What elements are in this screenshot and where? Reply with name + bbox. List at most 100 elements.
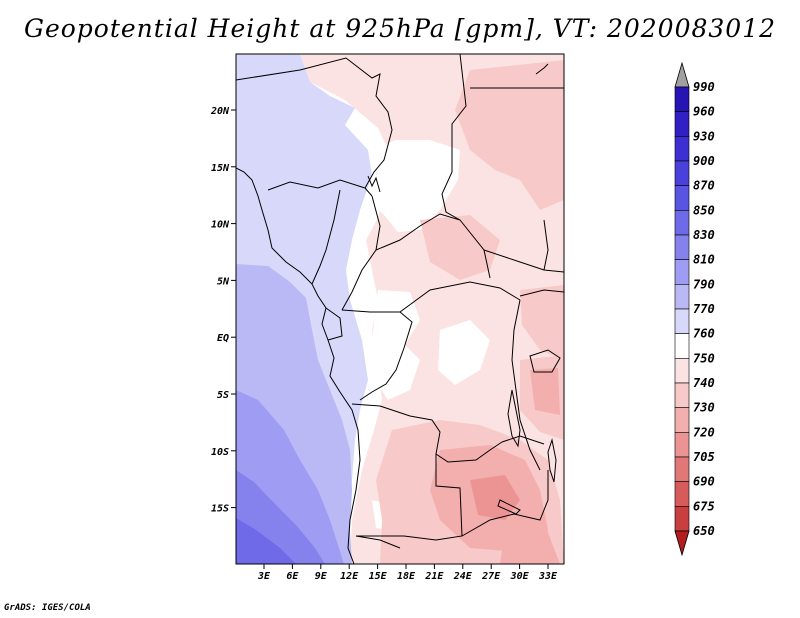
colorbar-label: 930 — [693, 129, 715, 143]
lat-tick-label: 5N — [217, 276, 230, 287]
colorbar-label: 730 — [693, 401, 715, 415]
lat-tick-label: 20N — [210, 106, 230, 117]
longitude-axis: 3E 6E 9E 12E 15E 18E 21E 24E 27E 30E 33E — [257, 564, 558, 582]
colorbar-label: 705 — [693, 450, 715, 464]
colorbar-band — [674, 185, 690, 211]
border-gabon — [325, 307, 343, 341]
border-cameroon-chad — [341, 195, 381, 311]
border-nigeria-niger — [267, 179, 366, 191]
map-title: Geopotential Height at 925hPa [gpm], VT:… — [23, 14, 777, 43]
colorbar-band — [674, 234, 690, 260]
colorbar-label: 810 — [693, 253, 715, 267]
border-chad-sudan — [441, 54, 467, 221]
border-eastafrica — [519, 289, 564, 297]
border-sudan-south — [483, 249, 564, 273]
lake-victoria — [529, 349, 561, 373]
border-drc-car — [399, 281, 521, 313]
height-contour-760-lake — [438, 320, 490, 385]
latitude-axis: 20N 15N 10N 5N EQ 5S 10S 15S — [210, 106, 236, 515]
height-contour-740-mid — [420, 215, 500, 280]
lon-tick-label: 18E — [397, 571, 416, 582]
colorbar-label: 740 — [693, 376, 715, 390]
lat-tick-label: EQ — [217, 333, 229, 344]
lat-tick-label: 15S — [211, 504, 229, 515]
lon-tick-label: 24E — [453, 571, 473, 582]
colorbar-label: 850 — [693, 203, 715, 217]
border-ethiopia — [543, 219, 549, 271]
colorbar-label: 760 — [693, 327, 715, 341]
colorbar-band — [674, 382, 690, 408]
colorbar-label: 990 — [693, 80, 715, 94]
border-zambia-south — [461, 470, 549, 537]
colorbar-band — [674, 456, 690, 482]
footer-credit: GrADS: IGES/COLA — [4, 603, 91, 613]
colorbar-band — [674, 506, 690, 532]
height-contour-760-central — [372, 290, 420, 400]
nile-river — [367, 175, 381, 193]
colorbar-label: 960 — [693, 105, 715, 119]
colorbar-band — [674, 407, 690, 433]
country-borders — [236, 54, 564, 564]
colorbar-band — [674, 210, 690, 236]
colorbar-band — [674, 259, 690, 285]
colorbar-label: 720 — [693, 425, 715, 439]
colorbar-band — [674, 308, 690, 334]
border-nigeria-cameroon — [311, 189, 341, 285]
border-namibia — [355, 535, 401, 549]
colorbar-band — [674, 284, 690, 310]
border-congo-drc — [341, 309, 413, 401]
height-contour-720 — [470, 475, 520, 520]
colorbar-label: 790 — [693, 277, 715, 291]
lon-tick-label: 6E — [286, 571, 299, 582]
lon-tick-label: 21E — [424, 571, 444, 582]
height-contour-850 — [236, 518, 296, 564]
colorbar-label: 830 — [693, 228, 715, 242]
colorbar-band — [674, 136, 690, 162]
height-contour-760-north — [375, 140, 460, 232]
border-angola-zambia — [356, 454, 463, 541]
lon-tick-label: 33E — [538, 571, 558, 582]
colorbar-label: 750 — [693, 351, 715, 365]
colorbar-min-triangle — [674, 530, 690, 557]
colorbar-band — [674, 358, 690, 384]
lat-tick-label: 10S — [211, 447, 229, 458]
colorbar-label: 690 — [693, 475, 715, 489]
border-sahara — [236, 57, 393, 197]
border-drc-east — [511, 299, 541, 471]
colorbar-label: 675 — [693, 499, 715, 513]
map-plot-area — [236, 54, 564, 564]
colorbar-label: 650 — [693, 524, 715, 538]
map-frame — [235, 53, 565, 565]
lake-kariba — [497, 499, 521, 515]
red-sea-coast — [535, 63, 549, 75]
lake-tanganyika — [507, 389, 521, 448]
border-angola-drc — [351, 403, 503, 463]
colorbar-label: 870 — [693, 179, 715, 193]
colorbar-band — [674, 432, 690, 458]
lat-tick-label: 15N — [211, 163, 230, 174]
lat-tick-label: 5S — [217, 390, 229, 401]
colorbar-max-triangle — [674, 61, 690, 88]
height-contour-740-ugandakenya — [520, 285, 564, 360]
lon-tick-label: 12E — [340, 571, 359, 582]
border-zambia-tanzania — [501, 435, 545, 445]
lon-tick-label: 15E — [369, 571, 388, 582]
colorbar-band — [674, 86, 690, 112]
lon-tick-label: 30E — [510, 571, 530, 582]
lon-tick-label: 9E — [315, 571, 328, 582]
lon-tick-label: 3E — [257, 571, 271, 582]
height-contour-740-northeast — [455, 60, 564, 210]
colorbar-band — [674, 111, 690, 137]
coastline-west-africa — [236, 167, 361, 564]
lon-tick-label: 27E — [481, 571, 501, 582]
height-contour-730-east — [530, 368, 560, 415]
colorbar-band — [674, 481, 690, 507]
colorbar-band — [674, 333, 690, 359]
lat-tick-label: 10N — [211, 220, 230, 231]
colorbar-label: 900 — [693, 154, 715, 168]
lake-malawi — [547, 438, 557, 483]
colorbar-band — [674, 160, 690, 186]
height-contour-730-bottom — [500, 525, 560, 564]
colorbar-label: 770 — [693, 302, 715, 316]
